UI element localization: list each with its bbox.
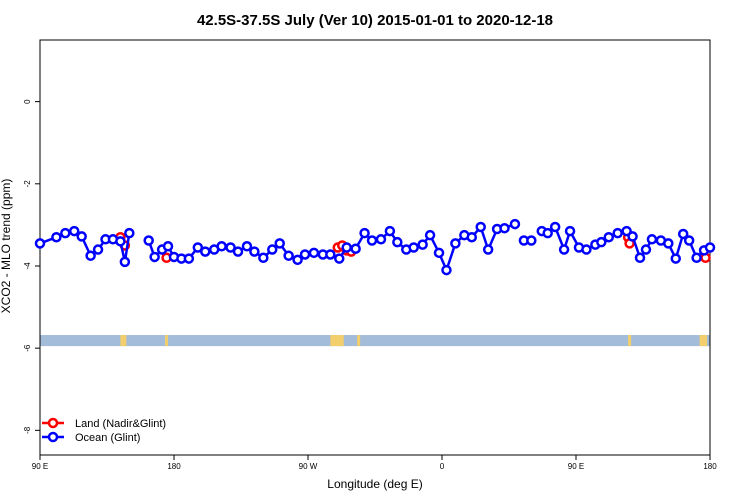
plot-frame xyxy=(39,39,711,456)
ocean-data-point xyxy=(274,238,285,249)
ocean-data-point xyxy=(241,241,253,252)
ocean-data-point xyxy=(683,235,695,246)
ocean-data-point xyxy=(612,227,623,239)
ocean-data-point xyxy=(603,231,615,243)
y-tick-label: 0 xyxy=(23,99,32,104)
ocean-data-point xyxy=(441,264,452,276)
ocean-data-point xyxy=(267,244,278,255)
ocean-mask-band xyxy=(40,335,710,347)
x-axis-label: Longitude (deg E) xyxy=(327,477,422,491)
y-tick-label: -4 xyxy=(23,262,32,270)
ocean-data-point xyxy=(149,251,160,263)
y-tick-label: -8 xyxy=(23,426,32,434)
y-axis-label: XCO2 - MLO trend (ppm) xyxy=(0,179,13,314)
ocean-data-point xyxy=(691,252,702,264)
ocean-data-point xyxy=(76,231,87,242)
land-mask-span xyxy=(628,335,632,347)
ocean-data-point xyxy=(564,225,576,237)
ocean-data-point xyxy=(549,221,561,233)
ocean-data-point xyxy=(60,227,71,239)
land-mask-span xyxy=(357,335,361,347)
ocean-data-point xyxy=(200,246,211,257)
ocean-data-point xyxy=(341,242,352,253)
chart-title: 42.5S-37.5S July (Ver 10) 2015-01-01 to … xyxy=(197,12,553,29)
y-tick-label: -2 xyxy=(23,180,32,188)
ocean-data-point xyxy=(482,244,494,255)
ocean-data-point xyxy=(143,235,154,246)
ocean-data-point xyxy=(249,246,260,257)
x-tick-label: 90 E xyxy=(32,462,48,471)
ocean-data-point xyxy=(283,250,294,261)
ocean-data-point xyxy=(466,231,478,243)
ocean-data-point xyxy=(183,253,195,264)
x-tick-label: 90 W xyxy=(299,462,318,471)
legend-label: Land (Nadir&Glint) xyxy=(75,418,166,430)
ocean-data-point xyxy=(417,239,428,250)
ocean-data-point xyxy=(366,235,378,246)
land-mask-span xyxy=(330,335,344,347)
ocean-data-point xyxy=(704,242,716,253)
ocean-data-point xyxy=(34,238,46,249)
ocean-data-point xyxy=(596,236,607,248)
ocean-data-point xyxy=(408,242,419,253)
ocean-data-point xyxy=(115,236,126,247)
ocean-data-point xyxy=(192,242,204,253)
ocean-data-point xyxy=(350,243,361,254)
ocean-data-point xyxy=(634,252,646,264)
ocean-data-point xyxy=(119,256,131,268)
x-tick-label: 180 xyxy=(167,462,181,471)
ocean-data-point xyxy=(68,225,80,237)
ocean-data-point xyxy=(92,244,104,255)
ocean-data-point xyxy=(299,249,311,260)
ocean-data-point xyxy=(542,227,553,239)
ocean-data-point xyxy=(85,250,96,261)
legend-label: Ocean (Glint) xyxy=(75,432,140,444)
ocean-data-point xyxy=(499,222,510,234)
ocean-data-point xyxy=(424,229,436,241)
ocean-data-point xyxy=(308,247,320,259)
ocean-data-point xyxy=(232,246,244,257)
land-mask-span xyxy=(165,335,169,347)
ocean-data-point xyxy=(375,234,387,245)
ocean-data-point xyxy=(450,238,461,249)
ocean-data-point xyxy=(627,231,638,242)
ocean-data-point xyxy=(216,241,227,252)
ocean-data-point xyxy=(475,221,486,233)
ocean-data-point xyxy=(359,227,370,239)
y-tick-label: -6 xyxy=(23,344,32,352)
ocean-data-point xyxy=(433,247,445,259)
ocean-data-point xyxy=(334,253,345,264)
legend: Land (Nadir&Glint) Ocean (Glint) xyxy=(42,417,166,444)
legend-marker xyxy=(47,417,59,429)
ocean-data-point xyxy=(670,253,682,264)
ocean-data-point xyxy=(663,238,674,249)
ocean-data-point xyxy=(509,218,521,230)
ocean-data-point xyxy=(384,225,396,237)
ocean-data-point xyxy=(526,235,537,246)
land-mask-span xyxy=(120,335,127,347)
legend-marker xyxy=(47,431,59,443)
ocean-data-point xyxy=(646,234,658,245)
ocean-data-point xyxy=(392,236,403,248)
ocean-data-point xyxy=(640,244,652,255)
ocean-data-point xyxy=(558,244,570,255)
ocean-data-point xyxy=(677,228,689,240)
land-mask-span xyxy=(699,335,708,347)
x-tick-label: 0 xyxy=(440,462,445,471)
ocean-data-point xyxy=(124,227,135,239)
plot-area: 90 E 180 90 W 0 90 E 180 0 -2 -4 -6 -8 xyxy=(23,39,717,471)
ocean-data-point xyxy=(162,241,174,252)
ocean-data-point xyxy=(258,252,269,264)
ocean-data-point xyxy=(581,244,592,255)
ocean-data-point xyxy=(292,254,303,266)
ocean-data-point xyxy=(51,231,62,243)
ocean-data-point xyxy=(325,249,336,260)
x-tick-label: 90 E xyxy=(568,462,584,471)
x-tick-label: 180 xyxy=(703,462,717,471)
ocean-data-point xyxy=(225,242,236,253)
